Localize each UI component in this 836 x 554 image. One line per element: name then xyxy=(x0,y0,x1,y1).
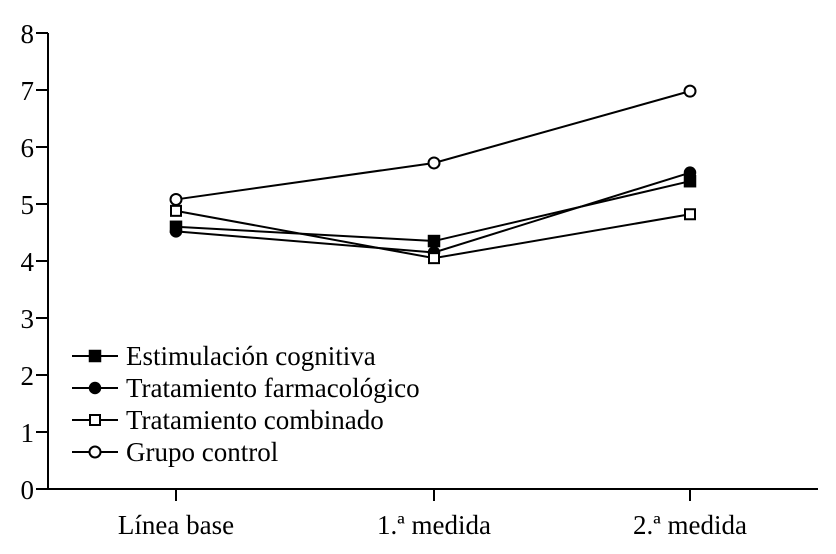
series-line xyxy=(175,180,691,243)
series-0 xyxy=(169,174,697,248)
y-tick-label: 5 xyxy=(21,190,35,220)
legend-marker xyxy=(88,381,102,395)
data-point xyxy=(427,234,441,248)
legend-item: Tratamiento farmacológico xyxy=(72,373,420,403)
data-point xyxy=(170,204,182,217)
data-point xyxy=(684,208,696,221)
legend-item: Tratamiento combinado xyxy=(72,405,384,435)
legend-label: Tratamiento combinado xyxy=(126,405,384,435)
data-point xyxy=(683,166,697,179)
y-tick-label: 7 xyxy=(21,76,35,106)
legend-label: Tratamiento farmacológico xyxy=(126,373,420,403)
axes: 0 1 2 3 4 5 6 7 8 Línea base 1.ª medida 2.ª medida xyxy=(21,19,818,540)
series-2 xyxy=(170,204,696,265)
legend-item: Grupo control xyxy=(72,437,278,467)
y-tick-label: 4 xyxy=(21,247,35,277)
y-tick-label: 8 xyxy=(21,19,35,49)
legend-marker xyxy=(88,445,102,459)
x-tick-label: 2.ª medida xyxy=(633,510,747,540)
x-tick-label: Línea base xyxy=(118,510,234,540)
data-point xyxy=(169,192,183,206)
legend-label: Grupo control xyxy=(126,437,278,467)
legend-label: Estimulación cognitiva xyxy=(126,341,376,371)
series-line xyxy=(175,90,691,201)
y-tick-label: 2 xyxy=(21,361,35,391)
y-tick-label: 6 xyxy=(21,133,35,163)
y-tick-label: 3 xyxy=(21,304,35,334)
y-tick-label: 1 xyxy=(21,418,35,448)
data-point xyxy=(427,156,441,170)
legend-marker xyxy=(89,414,101,426)
y-tick-label: 0 xyxy=(21,475,35,505)
data-point xyxy=(428,252,440,265)
x-tick-label: 1.ª medida xyxy=(377,510,491,540)
series-layer xyxy=(169,84,697,265)
data-point xyxy=(683,84,697,98)
legend-marker xyxy=(88,349,102,363)
data-point xyxy=(169,225,183,238)
series-3 xyxy=(169,84,697,206)
legend-item: Estimulación cognitiva xyxy=(72,341,376,371)
